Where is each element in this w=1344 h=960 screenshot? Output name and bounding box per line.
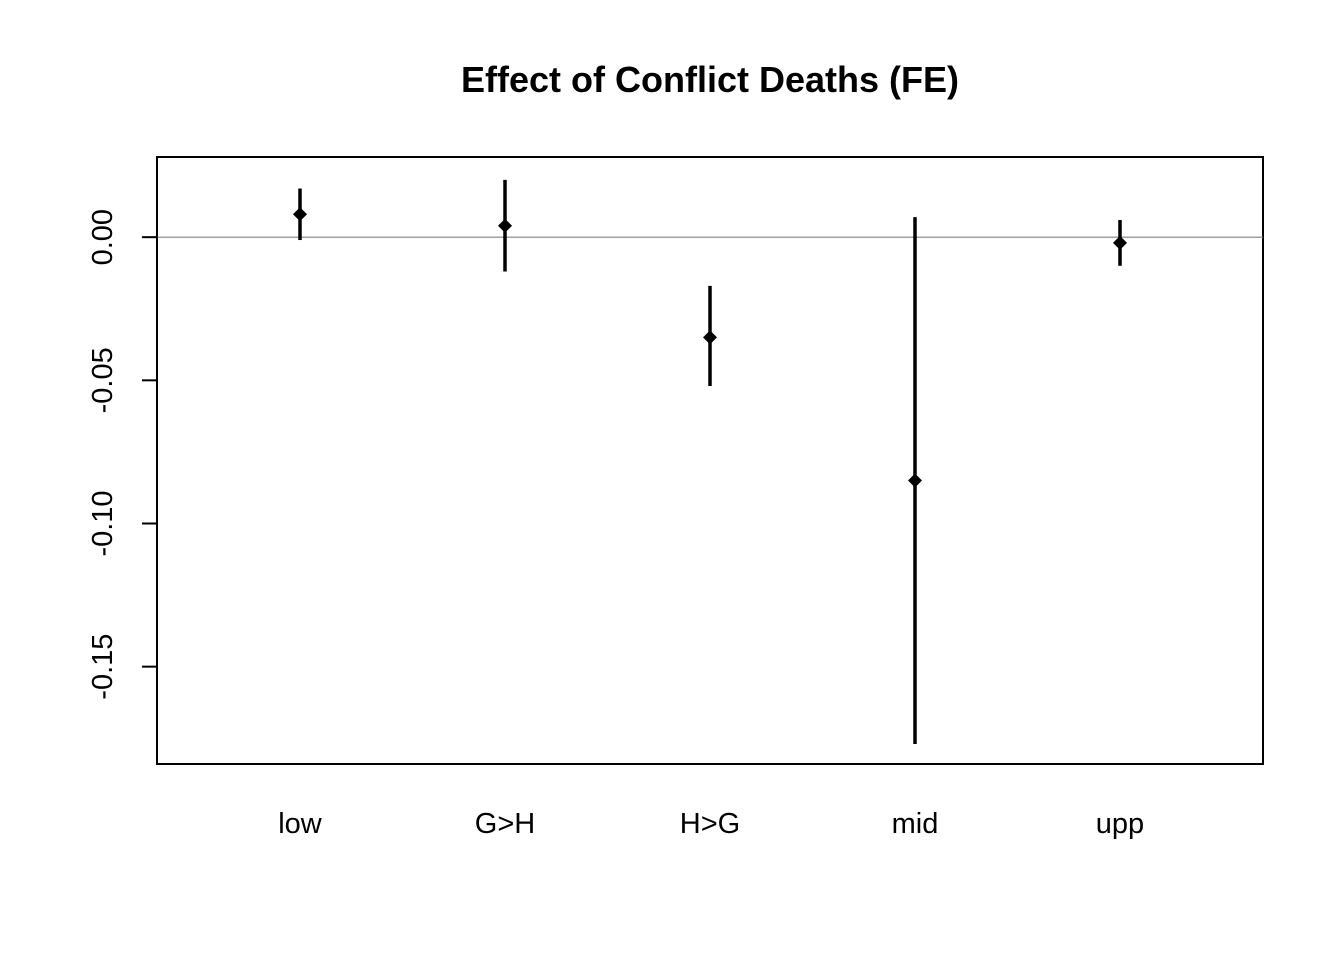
plot-frame (156, 156, 1264, 765)
point-estimate-2 (703, 330, 717, 345)
y-tick-label: -0.15 (87, 634, 119, 700)
x-tick-label: upp (1096, 808, 1144, 840)
x-axis-labels: low G>H H>G mid upp (278, 808, 1144, 840)
y-tick-label: -0.10 (87, 490, 119, 556)
point-estimate-4 (1113, 235, 1127, 250)
y-axis: 0.00 -0.05 -0.10 -0.15 (87, 209, 158, 700)
x-tick-label: mid (892, 808, 939, 840)
y-tick-label: -0.05 (87, 347, 119, 413)
y-tick-label: 0.00 (87, 209, 119, 265)
point-estimate-0 (293, 207, 307, 222)
error-bars (293, 179, 1127, 744)
x-tick-label: G>H (475, 808, 535, 840)
point-estimate-1 (498, 218, 512, 233)
x-tick-label: low (278, 808, 323, 840)
x-tick-label: H>G (680, 808, 740, 840)
chart-title: Effect of Conflict Deaths (FE) (461, 59, 959, 100)
point-estimate-3 (908, 473, 922, 488)
